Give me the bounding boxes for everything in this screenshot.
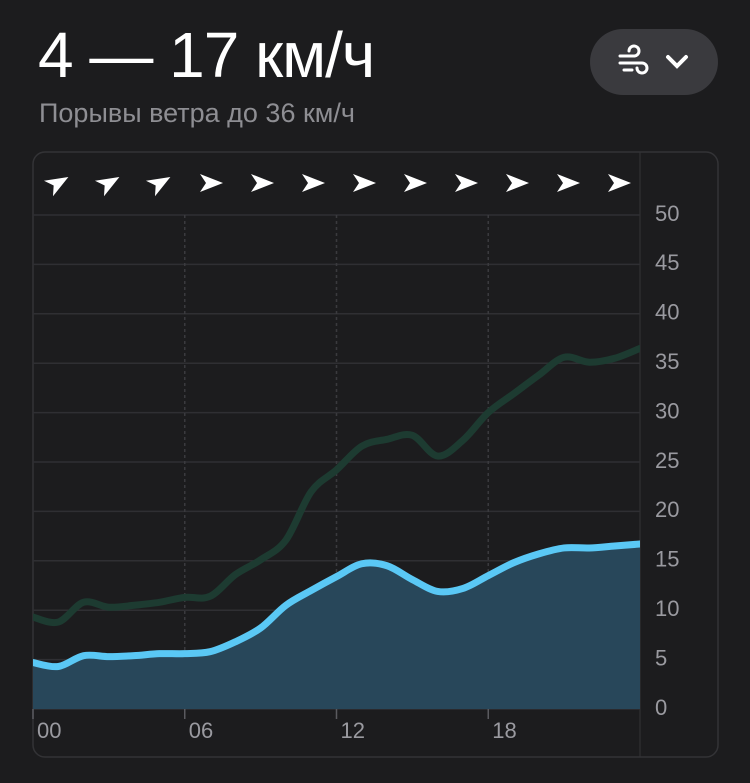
- y-tick-label: 20: [655, 497, 679, 522]
- line: [33, 540, 640, 671]
- wind-direction-arrow: [251, 174, 274, 192]
- wind-direction-arrow: [404, 174, 427, 192]
- arrow-shape: [145, 177, 171, 197]
- arrow-shape: [302, 174, 325, 192]
- wind-direction-arrow: [94, 177, 120, 197]
- y-tick-label: 40: [655, 300, 679, 325]
- button-icons: [618, 44, 688, 75]
- metric-menu-button[interactable]: [590, 29, 718, 95]
- y-tick-label: 50: [655, 201, 679, 226]
- arrow-shape: [557, 174, 580, 192]
- y-tick-label: 30: [655, 398, 679, 423]
- arrow-shape: [506, 174, 529, 192]
- x-tick-label: 18: [492, 718, 516, 743]
- y-tick-label: 35: [655, 349, 679, 374]
- wind-direction-arrow: [353, 174, 376, 192]
- y-tick-label: 15: [655, 547, 679, 572]
- area-fill: [33, 544, 640, 709]
- subtitle: Порывы ветра до 36 км/ч: [39, 98, 355, 128]
- y-tick-label: 5: [655, 645, 667, 670]
- title: 4 — 17 км/ч: [38, 19, 375, 91]
- y-tick-label: 10: [655, 596, 679, 621]
- wind-direction-arrow: [145, 177, 171, 197]
- arrow-shape: [404, 174, 427, 192]
- wind-direction-arrow: [302, 174, 325, 192]
- y-tick-label: 25: [655, 448, 679, 473]
- arrow-shape: [43, 177, 69, 197]
- wind-direction-arrow: [506, 174, 529, 192]
- arrow-shape: [251, 174, 274, 192]
- wind-direction-arrow: [200, 174, 223, 192]
- y-tick-label: 45: [655, 250, 679, 275]
- x-tick-label: 00: [37, 718, 61, 743]
- y-tick-label: 0: [655, 695, 667, 720]
- wind-direction-arrow: [43, 177, 69, 197]
- wind-direction-arrow: [455, 174, 478, 192]
- arrow-shape: [94, 177, 120, 197]
- x-tick-label: 06: [189, 718, 213, 743]
- wind-direction-arrow: [608, 174, 631, 192]
- arrow-shape: [353, 174, 376, 192]
- arrow-shape: [200, 174, 223, 192]
- x-tick-label: 12: [341, 718, 365, 743]
- arrow-shape: [455, 174, 478, 192]
- wind-direction-arrow: [557, 174, 580, 192]
- line: [33, 344, 640, 627]
- arrow-shape: [608, 174, 631, 192]
